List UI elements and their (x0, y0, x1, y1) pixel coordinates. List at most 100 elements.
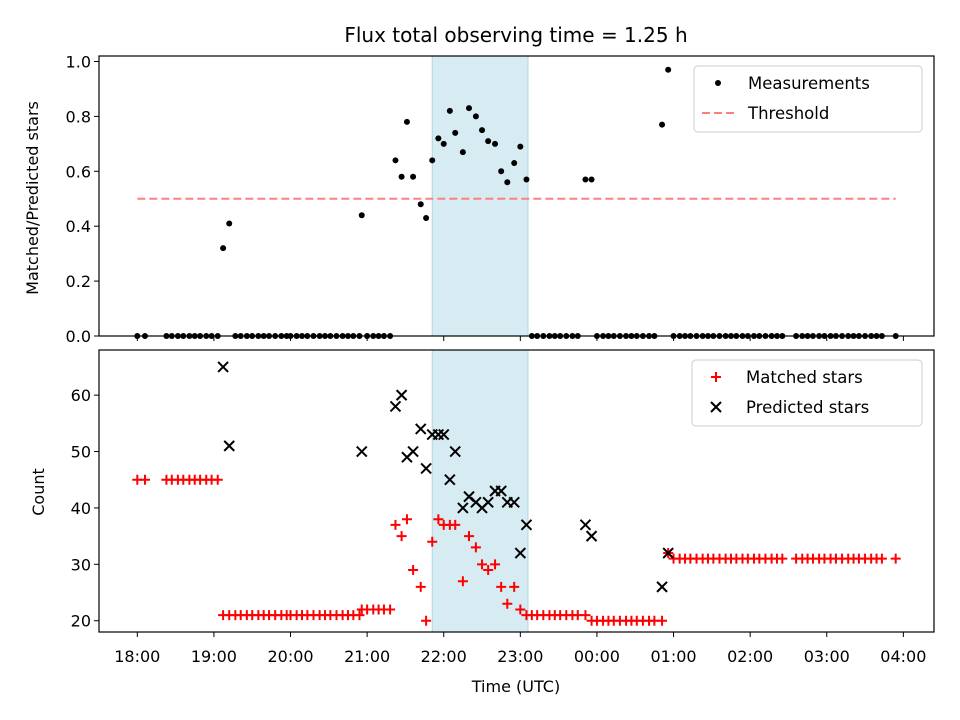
matched-stars-point (457, 576, 468, 587)
x-axis-label: Time (UTC) (471, 677, 560, 696)
measurement-point (511, 160, 518, 167)
matched-stars-point (470, 542, 481, 553)
matched-stars-point (496, 581, 507, 592)
x-tick-label: 22:00 (421, 647, 467, 666)
y-tick-label: 60 (71, 386, 91, 405)
predicted-stars-point (356, 445, 368, 458)
predicted-stars-point (520, 519, 533, 531)
y-tick-label: 0.0 (66, 327, 91, 346)
axes-frame (98, 349, 935, 633)
x-tick-label: 03:00 (804, 647, 850, 666)
legend-marker (710, 401, 722, 413)
x-tick-label: 01:00 (650, 647, 696, 666)
matched-stars-point (464, 531, 475, 542)
predicted-stars-point (444, 474, 456, 486)
y-tick-label: 40 (71, 499, 91, 518)
x-tick-label: 00:00 (574, 647, 620, 666)
measurement-point (423, 214, 430, 221)
predicted-stars-point (223, 440, 235, 452)
matched-stars-point (390, 519, 401, 530)
matched-stars-point (890, 553, 901, 564)
predicted-stars-point (662, 547, 674, 559)
measurement-point (398, 173, 405, 180)
measurement-point (435, 135, 442, 142)
measurement-point (466, 105, 473, 112)
y-tick-label: 0.2 (66, 272, 91, 291)
chart-title: Flux total observing time = 1.25 h (344, 23, 687, 47)
measurement-point (472, 113, 479, 120)
measurement-point (582, 176, 589, 183)
predicted-stars-point (415, 423, 427, 435)
matched-stars-point (427, 536, 438, 547)
y-tick-label: 50 (71, 443, 91, 462)
matched-stars-point (876, 553, 887, 564)
measurement-point (588, 176, 595, 183)
predicted-stars-point (508, 496, 520, 508)
x-tick-label: 04:00 (880, 647, 926, 666)
matched-stars-point (396, 531, 407, 542)
matched-stars-point (433, 514, 444, 525)
x-tick-label: 19:00 (191, 647, 237, 666)
x-tick-label: 20:00 (267, 647, 313, 666)
y-tick-label: 0.4 (66, 217, 91, 236)
predicted-stars-point (482, 496, 494, 508)
measurement-point (226, 220, 233, 227)
measurement-point (440, 140, 447, 147)
measurement-point (358, 212, 365, 219)
y-tick-label: 0.6 (66, 162, 91, 181)
matched-stars-point (139, 474, 150, 485)
matched-stars-point (408, 564, 419, 575)
x-tick-label: 18:00 (114, 647, 160, 666)
bottom-y-axis-label: Count (29, 468, 48, 516)
series-matched-stars (132, 474, 901, 626)
matched-stars-point (509, 581, 520, 592)
legend-label: Matched stars (746, 368, 863, 387)
series-predicted-stars (217, 361, 674, 593)
matched-stars-point (450, 519, 461, 530)
measurement-point (504, 179, 511, 186)
measurement-point (446, 107, 453, 114)
predicted-stars-point (585, 530, 598, 542)
matched-stars-point (657, 615, 668, 626)
matched-stars-point (401, 514, 412, 525)
measurement-point (492, 140, 499, 147)
y-tick-label: 0.8 (66, 107, 91, 126)
legend-marker (711, 372, 721, 382)
legend-label: Threshold (747, 104, 829, 123)
matched-stars-point (502, 598, 513, 609)
matched-stars-point (212, 474, 223, 485)
legend: Matched stars Predicted stars (691, 359, 923, 427)
legend-label: Predicted stars (746, 398, 869, 417)
matched-stars-point (580, 610, 591, 621)
x-tick-label: 23:00 (497, 647, 543, 666)
matched-stars-point (385, 604, 396, 615)
x-tick-label: 02:00 (727, 647, 773, 666)
measurement-point (459, 149, 466, 156)
predicted-stars-point (495, 485, 507, 497)
legend-box (691, 359, 923, 427)
measurement-point (417, 201, 424, 208)
legend: Measurements Threshold (693, 65, 923, 133)
measurement-point (429, 157, 436, 164)
measurement-point (498, 168, 505, 175)
measurement-point (410, 173, 417, 180)
measurement-point (659, 121, 666, 128)
predicted-stars-point (395, 389, 408, 401)
shaded-region (431, 55, 529, 337)
predicted-stars-point (389, 400, 402, 413)
predicted-stars-point (514, 547, 527, 559)
matched-stars-point (777, 553, 788, 564)
predicted-stars-point (656, 581, 668, 593)
matched-stars-point (477, 559, 488, 570)
legend-marker (715, 80, 721, 86)
matched-stars-point (515, 604, 526, 615)
measurement-point (479, 127, 486, 134)
bottom-panel: 20 30 40 50 60 18:00 19:00 20:00 21:00 22:00 23:00… (71, 349, 935, 666)
x-tick-label: 21:00 (344, 647, 390, 666)
measurement-point (403, 118, 410, 125)
legend-label: Measurements (748, 74, 870, 93)
predicted-stars-point (579, 519, 592, 531)
matched-stars-point (421, 615, 432, 626)
top-panel: 0.0 0.2 0.4 0.6 0.8 1.0 Measurements Threshold (66, 52, 935, 346)
